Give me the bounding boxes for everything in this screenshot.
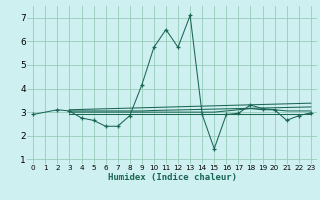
X-axis label: Humidex (Indice chaleur): Humidex (Indice chaleur) [108, 173, 236, 182]
